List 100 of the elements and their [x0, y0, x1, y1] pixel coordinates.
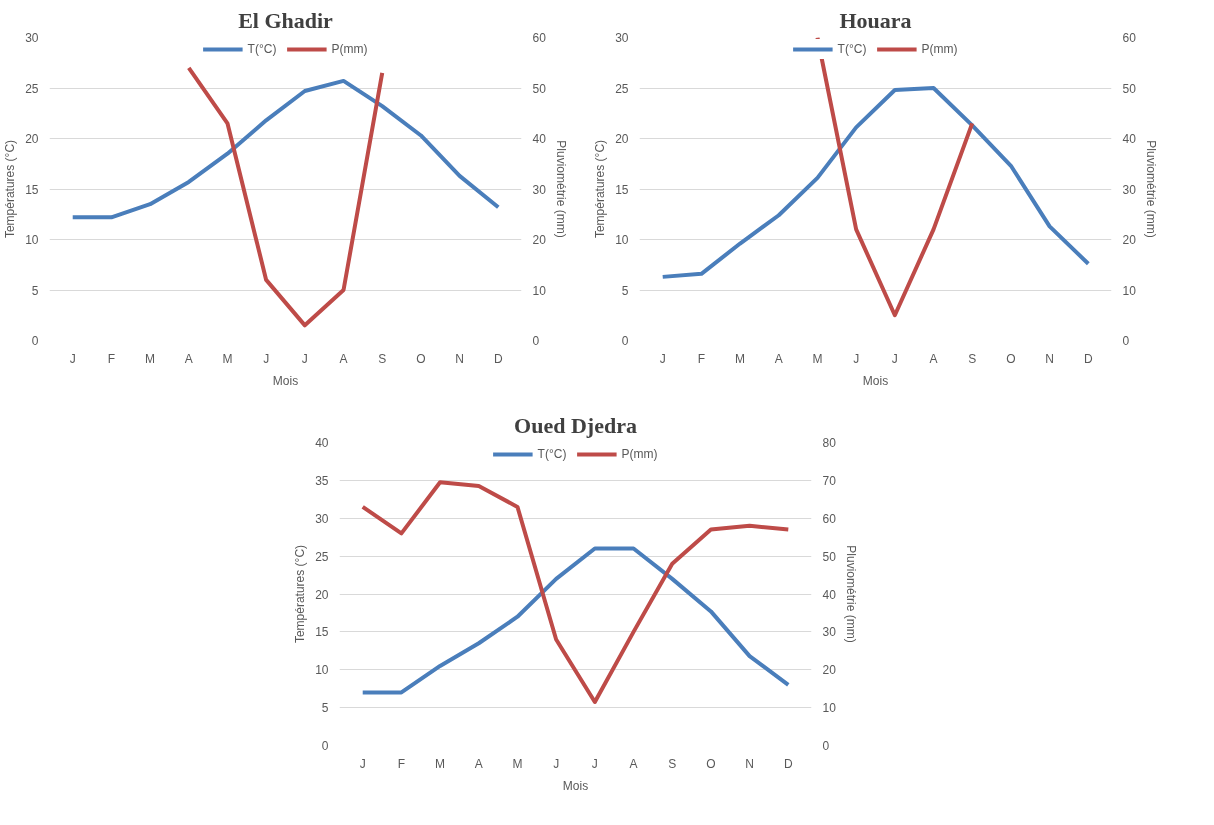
y-tick-label: 35: [315, 473, 329, 488]
x-tick-label: M: [222, 351, 233, 366]
y-tick-label: 30: [615, 31, 629, 45]
chart-title: El Ghadir: [238, 7, 334, 33]
y2-tick-label: 30: [822, 625, 837, 640]
x-tick-label: J: [659, 351, 666, 366]
y-tick-label: 20: [615, 132, 629, 146]
x-axis-title: Mois: [562, 778, 589, 793]
x-tick-label: N: [455, 351, 464, 366]
x-axis-title: Mois: [272, 373, 299, 388]
x-tick-label: M: [435, 756, 446, 771]
y2-tick-label: 0: [822, 739, 830, 753]
x-tick-label: A: [929, 351, 938, 366]
y2-tick-label: 10: [1122, 283, 1137, 298]
x-tick-label: M: [735, 351, 746, 366]
line-series: [360, 546, 791, 695]
legend-label: T(°C): [247, 42, 277, 56]
y2-tick-label: 40: [1122, 132, 1137, 146]
x-tick-label: A: [339, 351, 348, 366]
line-series: [815, 37, 975, 318]
line-series: [660, 86, 1091, 279]
y2-axis-title: Pluviométrie (mm): [1143, 140, 1158, 238]
y-tick-label: 25: [615, 81, 629, 96]
y-tick-label: 15: [615, 182, 629, 197]
y-tick-label: 25: [315, 549, 329, 564]
legend-label: T(°C): [537, 447, 567, 461]
chart-title: Oued Djedra: [514, 412, 637, 438]
y2-tick-label: 80: [822, 436, 837, 450]
y2-tick-label: 0: [1122, 334, 1130, 348]
y-tick-label: 20: [25, 132, 39, 146]
x-tick-label: D: [783, 756, 793, 771]
y-tick-label: 0: [321, 739, 329, 753]
y-tick-label: 40: [315, 436, 329, 450]
y2-tick-label: 60: [822, 511, 837, 526]
x-tick-label: D: [1083, 351, 1093, 366]
y-tick-label: 10: [25, 233, 39, 247]
y-tick-label: 10: [315, 663, 329, 678]
y-tick-label: 25: [25, 81, 39, 96]
x-tick-label: F: [397, 756, 406, 771]
y-tick-label: 0: [621, 334, 629, 348]
y-tick-label: 10: [615, 233, 629, 247]
x-tick-label: F: [697, 351, 706, 366]
y2-tick-label: 20: [1122, 233, 1137, 247]
line-series: [70, 78, 501, 220]
x-tick-label: J: [263, 351, 270, 366]
chart-title: Houara: [839, 7, 912, 33]
x-tick-label: J: [553, 756, 560, 771]
y-tick-label: 15: [315, 625, 329, 640]
y2-tick-label: 50: [532, 81, 547, 96]
x-tick-label: J: [891, 351, 898, 366]
legend-label: T(°C): [837, 42, 867, 56]
y-axis-title: Températures (°C): [3, 139, 18, 239]
x-tick-label: O: [706, 756, 716, 771]
x-tick-label: O: [416, 351, 426, 366]
y2-tick-label: 30: [532, 182, 547, 197]
x-tick-label: J: [359, 756, 366, 771]
y2-tick-label: 50: [822, 549, 837, 564]
x-tick-label: F: [107, 351, 116, 366]
y-tick-label: 0: [31, 334, 39, 348]
y2-tick-label: 70: [822, 473, 837, 488]
y2-tick-label: 40: [822, 587, 837, 602]
x-tick-label: M: [512, 756, 523, 771]
y2-tick-label: 40: [532, 132, 547, 146]
x-tick-label: O: [1006, 351, 1016, 366]
y2-tick-label: 50: [1122, 81, 1137, 96]
x-tick-label: A: [629, 756, 638, 771]
x-tick-label: A: [184, 351, 193, 366]
x-tick-label: D: [493, 351, 503, 366]
y-tick-label: 5: [31, 283, 39, 298]
y-tick-label: 5: [621, 283, 629, 298]
y2-tick-label: 30: [1122, 182, 1137, 197]
y2-tick-label: 10: [822, 701, 837, 716]
y2-tick-label: 20: [532, 233, 547, 247]
y-tick-label: 30: [315, 511, 329, 526]
line-series: [360, 480, 791, 704]
y-tick-label: 30: [25, 31, 39, 45]
x-tick-label: A: [474, 756, 483, 771]
x-tick-label: S: [968, 351, 977, 366]
x-axis-title: Mois: [862, 373, 889, 388]
y-axis-title: Températures (°C): [593, 139, 608, 239]
legend-label: P(mm): [331, 42, 368, 56]
y-tick-label: 5: [321, 701, 329, 716]
y2-axis-title: Pluviométrie (mm): [553, 140, 568, 238]
y2-axis-title: Pluviométrie (mm): [843, 545, 858, 643]
y2-tick-label: 60: [1122, 31, 1137, 45]
y2-tick-label: 10: [532, 283, 547, 298]
y-tick-label: 15: [25, 182, 39, 197]
y2-tick-label: 60: [532, 31, 547, 45]
x-tick-label: J: [69, 351, 76, 366]
x-tick-label: M: [812, 351, 823, 366]
y2-tick-label: 20: [822, 663, 837, 678]
y-tick-label: 20: [315, 587, 329, 602]
x-tick-label: N: [745, 756, 754, 771]
x-tick-label: M: [145, 351, 156, 366]
x-tick-label: J: [853, 351, 860, 366]
line-series: [186, 65, 385, 328]
y2-tick-label: 0: [532, 334, 540, 348]
x-tick-label: A: [774, 351, 783, 366]
legend-label: P(mm): [921, 42, 958, 56]
x-tick-label: J: [591, 756, 598, 771]
